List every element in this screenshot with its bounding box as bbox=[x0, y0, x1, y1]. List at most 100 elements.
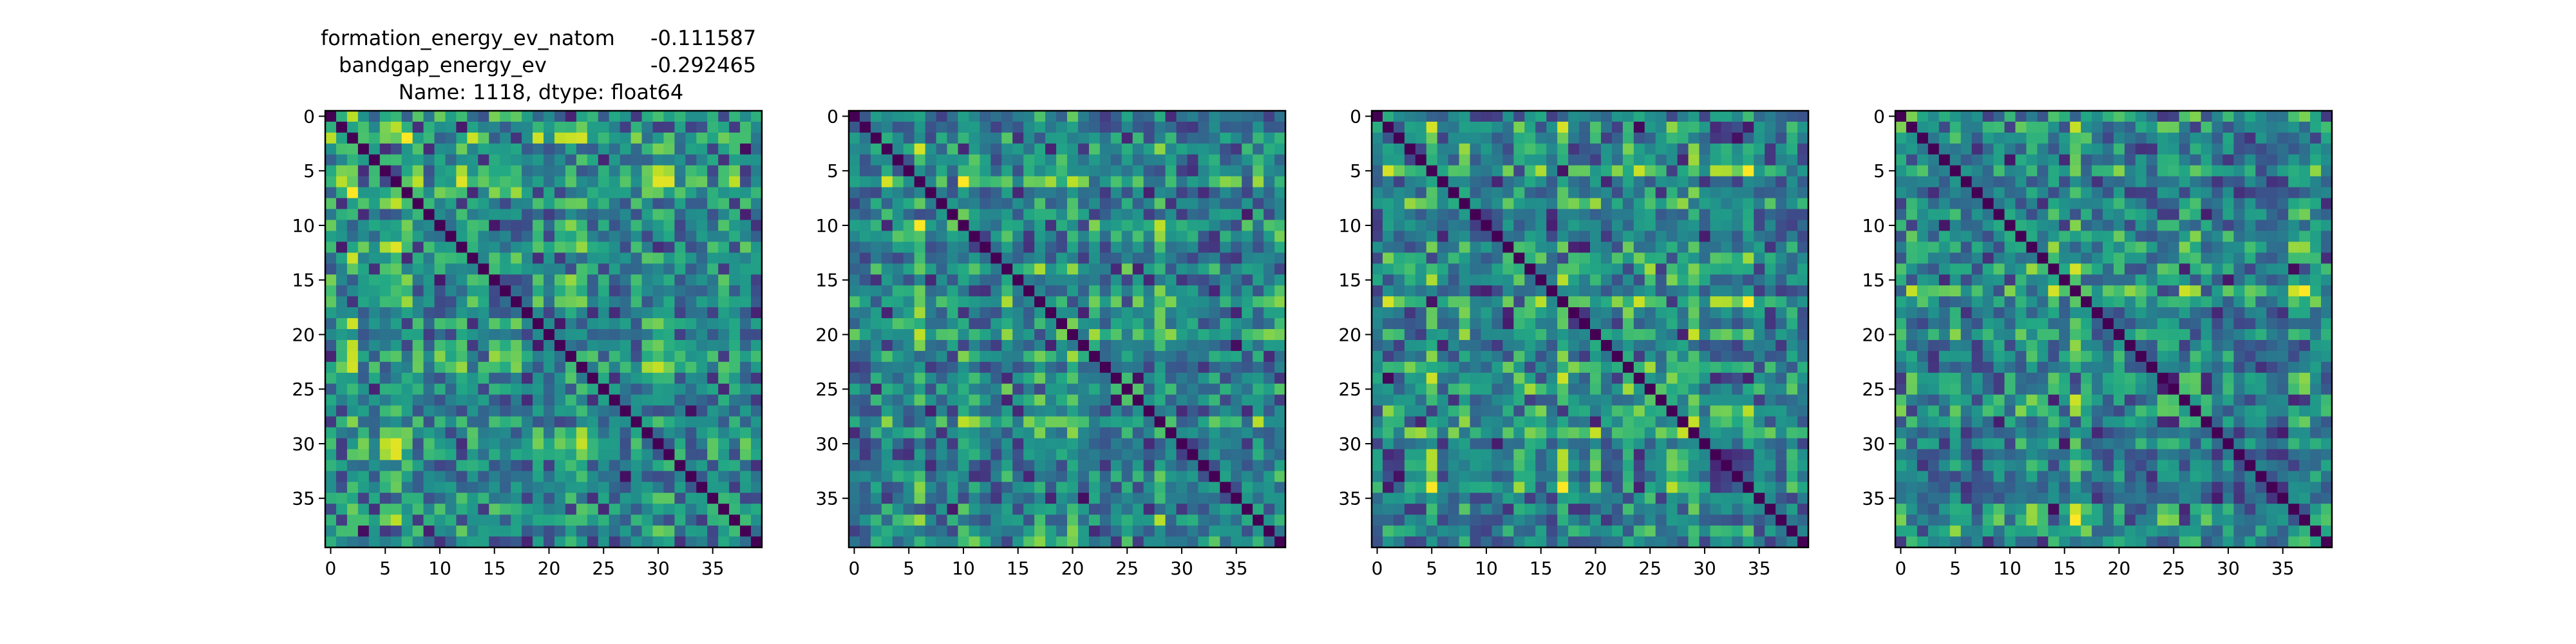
heatmap-cell bbox=[1121, 187, 1133, 199]
heatmap-cell bbox=[1895, 121, 1907, 133]
heatmap-cell bbox=[533, 526, 544, 537]
heatmap-cell bbox=[958, 372, 970, 384]
heatmap-cell bbox=[1274, 493, 1286, 504]
heatmap-cell bbox=[936, 405, 948, 417]
heatmap-cell bbox=[903, 143, 915, 155]
heatmap-cell bbox=[1187, 372, 1198, 384]
heatmap-cell bbox=[707, 242, 719, 253]
heatmap-cell bbox=[1524, 449, 1536, 460]
heatmap-cell bbox=[1077, 252, 1090, 264]
heatmap-cell bbox=[1448, 383, 1460, 395]
heatmap-cell bbox=[1187, 493, 1198, 504]
heatmap-cell bbox=[500, 372, 511, 384]
heatmap-cell bbox=[947, 111, 959, 122]
heatmap-cell bbox=[445, 176, 457, 188]
heatmap-cell bbox=[1721, 285, 1732, 297]
heatmap-cell bbox=[696, 231, 708, 242]
heatmap-cell bbox=[1382, 329, 1394, 341]
heatmap-cell bbox=[1426, 263, 1438, 275]
heatmap-cell bbox=[1045, 231, 1057, 242]
heatmap-cell bbox=[1143, 220, 1155, 232]
heatmap-cell bbox=[576, 361, 588, 374]
heatmap-cell bbox=[1274, 176, 1286, 188]
heatmap-cell bbox=[1067, 263, 1079, 275]
heatmap-cell bbox=[1274, 416, 1286, 428]
heatmap-cell bbox=[1099, 504, 1112, 515]
heatmap-cell bbox=[489, 220, 500, 232]
heatmap-cell bbox=[718, 350, 730, 363]
heatmap-cell bbox=[1067, 111, 1079, 122]
heatmap-cell bbox=[357, 242, 370, 253]
heatmap-cell bbox=[1590, 154, 1602, 166]
heatmap-cell bbox=[1187, 220, 1198, 232]
heatmap-cell bbox=[1448, 274, 1460, 286]
heatmap-cell bbox=[1535, 438, 1547, 450]
heatmap-cell bbox=[1077, 372, 1090, 384]
heatmap-cell bbox=[1264, 427, 1275, 439]
heatmap-cell bbox=[511, 394, 522, 406]
heatmap-cell bbox=[1622, 121, 1634, 133]
heatmap-cell bbox=[663, 285, 675, 297]
heatmap-cell bbox=[1099, 154, 1112, 166]
heatmap-cell bbox=[751, 187, 762, 199]
heatmap-cell bbox=[652, 339, 665, 352]
heatmap-cell bbox=[1754, 416, 1765, 428]
heatmap-cell bbox=[674, 132, 686, 144]
x-tick-label: 20 bbox=[538, 558, 561, 579]
heatmap-cell bbox=[325, 372, 337, 384]
heatmap-cell bbox=[1732, 165, 1743, 177]
heatmap-cell bbox=[1590, 471, 1602, 482]
heatmap-cell bbox=[478, 154, 489, 166]
heatmap-cell bbox=[511, 438, 522, 450]
heatmap-cell bbox=[936, 383, 948, 395]
heatmap-cell bbox=[336, 471, 348, 482]
heatmap-cell bbox=[1023, 372, 1035, 384]
y-tick-label: 0 bbox=[1350, 106, 1361, 127]
heatmap-cell bbox=[533, 482, 544, 493]
heatmap-cell bbox=[1492, 427, 1503, 439]
heatmap-cell bbox=[1633, 427, 1645, 439]
heatmap-cell bbox=[1067, 154, 1079, 166]
heatmap-cell bbox=[729, 252, 741, 264]
heatmap-cell bbox=[500, 318, 511, 330]
heatmap-cell bbox=[1786, 252, 1798, 264]
heatmap-cell bbox=[1776, 383, 1787, 395]
heatmap-cell bbox=[641, 121, 654, 133]
heatmap-cell bbox=[1622, 427, 1634, 439]
heatmap-cell bbox=[1754, 220, 1765, 232]
heatmap-cell bbox=[1382, 176, 1394, 188]
heatmap-cell bbox=[1077, 296, 1090, 308]
heatmap-cell bbox=[696, 187, 708, 199]
heatmap-cell bbox=[1274, 350, 1286, 363]
heatmap-cell bbox=[1688, 482, 1700, 493]
heatmap-cell bbox=[1382, 143, 1394, 155]
heatmap-cell bbox=[1502, 165, 1514, 177]
heatmap-cell bbox=[914, 383, 926, 395]
heatmap-cell bbox=[1121, 143, 1133, 155]
y-tick-label: 10 bbox=[292, 215, 315, 236]
heatmap-cell bbox=[1220, 143, 1231, 155]
heatmap-cell bbox=[685, 165, 697, 177]
heatmap-cell bbox=[1121, 536, 1133, 548]
heatmap-cell bbox=[1448, 242, 1460, 253]
heatmap-cell bbox=[1198, 394, 1209, 406]
heatmap-cell bbox=[892, 121, 904, 133]
heatmap-cell bbox=[958, 394, 970, 406]
heatmap-cell bbox=[1274, 220, 1286, 232]
heatmap-cell bbox=[1012, 296, 1024, 308]
heatmap-cell bbox=[368, 339, 381, 352]
heatmap-cell bbox=[881, 493, 893, 504]
heatmap-cell bbox=[1067, 449, 1079, 460]
heatmap-cell bbox=[1393, 427, 1405, 439]
heatmap-cell bbox=[1765, 471, 1776, 482]
heatmap-cell bbox=[947, 460, 959, 471]
heatmap-cell bbox=[1633, 416, 1645, 428]
heatmap-cell bbox=[1437, 416, 1449, 428]
heatmap-cell bbox=[674, 350, 686, 363]
heatmap-cell bbox=[1765, 307, 1776, 319]
heatmap-cell bbox=[1176, 350, 1188, 363]
heatmap-cell bbox=[565, 449, 577, 460]
heatmap-cell bbox=[1154, 526, 1166, 537]
heatmap-cell bbox=[1176, 285, 1188, 297]
